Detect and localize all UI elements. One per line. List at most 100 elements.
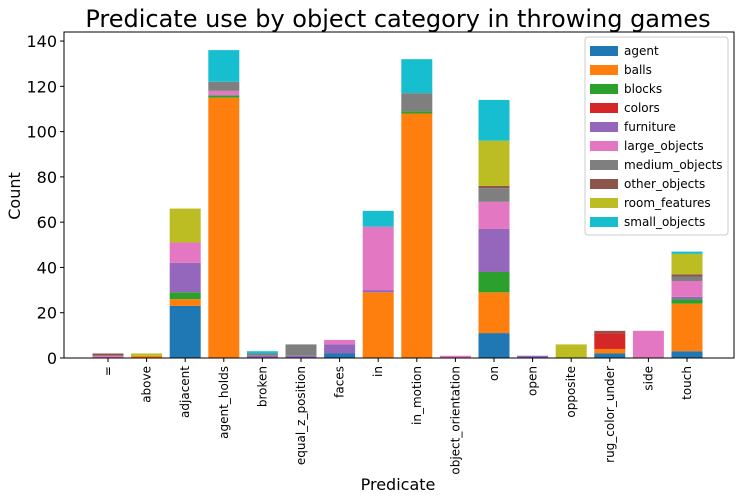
legend-swatch-colors <box>590 103 618 113</box>
axes-frame <box>63 31 735 359</box>
x-tick-label: opposite <box>564 366 578 418</box>
bar-room_features-opposite <box>555 344 587 358</box>
x-tick-label: equal_z_position <box>294 366 308 465</box>
legend-swatch-blocks <box>590 84 618 94</box>
x-tick-label: = <box>101 366 115 376</box>
x-tick-label: open <box>526 366 540 396</box>
bar-large_objects-agent_holds <box>208 90 240 96</box>
bar-medium_objects-broken <box>246 353 278 356</box>
bar-furniture-adjacent <box>169 262 201 293</box>
bar-balls-touch <box>671 303 703 352</box>
legend-label-furniture: furniture <box>624 120 676 134</box>
bar-agent-faces <box>324 353 356 358</box>
legend-label-agent: agent <box>624 44 659 58</box>
legend-swatch-small_objects <box>590 217 618 227</box>
bar-blocks-touch <box>671 299 703 304</box>
bar-furniture-open <box>517 355 549 358</box>
bar-balls-rug_color_under <box>594 348 626 354</box>
legend-label-room_features: room_features <box>624 196 711 210</box>
x-tick-label: broken <box>255 366 269 407</box>
legend: agent balls blocks colors furniture large_obj… <box>584 36 729 236</box>
bar-furniture-equal_z_position <box>285 355 317 358</box>
bar-small_objects-in_motion <box>401 59 433 94</box>
bar-agent-touch <box>671 351 703 358</box>
x-tick-label: faces <box>333 366 347 398</box>
bar-balls-agent_holds <box>208 97 240 359</box>
x-tick-label: above <box>140 366 154 403</box>
legend-swatch-agent <box>590 46 618 56</box>
bar-large_objects-side <box>632 330 664 358</box>
bar-other_objects-on <box>478 185 510 189</box>
bar-balls-adjacent <box>169 299 201 306</box>
y-axis-label: Count <box>5 172 24 220</box>
legend-box <box>584 36 729 236</box>
bar-blocks-adjacent <box>169 292 201 300</box>
bars-group <box>92 50 703 359</box>
bar-furniture-faces <box>324 344 356 354</box>
chart-title: Predicate use by object category in thro… <box>85 5 710 33</box>
x-tick-label: in <box>371 366 385 377</box>
bar-large_objects-object_orientation <box>439 355 471 358</box>
bar-blocks-on <box>478 271 510 293</box>
bar-blocks-agent_holds <box>208 95 240 98</box>
bar-balls-in_motion <box>401 113 433 358</box>
bar-other_objects-rug_color_under <box>594 330 626 334</box>
x-ticks-group: = above adjacent agent_holds broken equal_z_p… <box>101 358 694 475</box>
bar-room_features-above <box>131 353 163 356</box>
y-tick-label: 100 <box>26 123 57 142</box>
x-tick-label: touch <box>680 366 694 400</box>
bar-large_objects-on <box>478 201 510 229</box>
bar-large_objects-touch <box>671 281 703 297</box>
x-tick-label: on <box>487 366 501 381</box>
y-tick-label: 40 <box>37 258 57 277</box>
bar-medium_objects-agent_holds <box>208 81 240 91</box>
bar-medium_objects-touch <box>671 276 703 282</box>
x-tick-label: in_motion <box>410 366 424 425</box>
bar-large_objects-faces <box>324 339 356 345</box>
y-tick-label: 0 <box>47 349 57 368</box>
legend-swatch-furniture <box>590 122 618 132</box>
bar-room_features-touch <box>671 253 703 275</box>
y-tick-label: 120 <box>26 77 57 96</box>
bar-medium_objects-in_motion <box>401 93 433 112</box>
y-ticks-group: 0 20 40 60 80 100 120 140 <box>26 32 64 368</box>
y-tick-label: 80 <box>37 168 57 187</box>
bar-small_objects-on <box>478 99 510 141</box>
bar-other_objects-= <box>92 353 124 356</box>
bar-blocks-in_motion <box>401 111 433 114</box>
legend-swatch-other_objects <box>590 179 618 189</box>
bar-small_objects-touch <box>671 251 703 254</box>
bar-balls-in <box>362 292 394 358</box>
bar-balls-on <box>478 292 510 334</box>
bar-large_objects-in <box>362 226 394 291</box>
x-tick-label: side <box>641 366 655 391</box>
legend-swatch-large_objects <box>590 141 618 151</box>
bar-medium_objects-on <box>478 188 510 202</box>
bar-furniture-in <box>362 290 394 293</box>
legend-swatch-medium_objects <box>590 160 618 170</box>
y-tick-label: 20 <box>37 304 57 323</box>
bar-agent-rug_color_under <box>594 353 626 358</box>
legend-swatch-balls <box>590 65 618 75</box>
legend-label-balls: balls <box>624 63 652 77</box>
bar-agent-on <box>478 333 510 358</box>
bar-large_objects-adjacent <box>169 242 201 263</box>
bar-furniture-on <box>478 228 510 272</box>
legend-label-small_objects: small_objects <box>624 215 705 229</box>
x-tick-label: adjacent <box>178 366 192 418</box>
bar-room_features-on <box>478 140 510 186</box>
legend-label-colors: colors <box>624 101 660 115</box>
y-tick-label: 140 <box>26 32 57 51</box>
bar-agent-adjacent <box>169 305 201 358</box>
x-tick-label: rug_color_under <box>603 366 617 463</box>
bar-small_objects-broken <box>246 351 278 354</box>
bar-furniture-broken <box>246 355 278 358</box>
bar-medium_objects-equal_z_position <box>285 344 317 356</box>
x-tick-label: agent_holds <box>217 366 231 439</box>
bar-other_objects-touch <box>671 274 703 277</box>
bar-large_objects-= <box>92 355 124 358</box>
bar-colors-rug_color_under <box>594 333 626 349</box>
legend-label-blocks: blocks <box>624 82 662 96</box>
x-tick-label: object_orientation <box>448 366 462 475</box>
legend-label-other_objects: other_objects <box>624 177 705 191</box>
